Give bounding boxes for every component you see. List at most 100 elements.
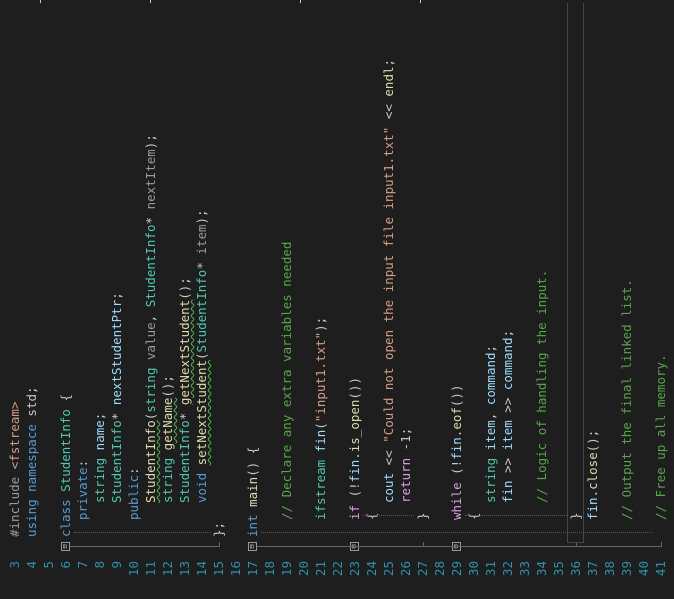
- code-token: getName: [160, 397, 175, 451]
- code-line[interactable]: string getName();: [159, 375, 176, 503]
- line-number: 5: [41, 561, 56, 569]
- code-token: eof: [449, 407, 464, 430]
- code-line[interactable]: // Declare any extra variables needed: [278, 242, 295, 520]
- code-token: fin: [449, 437, 464, 460]
- code-token: string: [483, 450, 498, 503]
- code-token: "Could not open the input file input1.tx…: [381, 126, 396, 443]
- code-line[interactable]: using namespace std;: [23, 386, 40, 537]
- code-token: ;: [483, 344, 498, 353]
- code-token: close: [585, 452, 600, 490]
- code-line[interactable]: StudentInfo* getNextStudent();: [176, 277, 193, 503]
- code-token: public: [126, 474, 141, 520]
- code-token: *: [143, 209, 158, 225]
- code-token: #include: [7, 469, 22, 537]
- code-line[interactable]: public:: [125, 467, 142, 520]
- code-token: );: [143, 134, 158, 150]
- code-token: void: [194, 465, 209, 503]
- code-line[interactable]: while (!fin.eof()): [448, 385, 465, 520]
- code-line[interactable]: if (!fin.is_open()): [346, 377, 363, 520]
- code-token: -1;: [398, 427, 413, 451]
- code-token: item: [500, 412, 515, 451]
- line-number: 41: [653, 561, 668, 577]
- code-token: return: [398, 450, 413, 503]
- code-token: value: [143, 322, 158, 360]
- code-token: std;: [24, 386, 39, 417]
- code-line[interactable]: // Output the final linked list.: [618, 279, 635, 520]
- code-token: class: [58, 491, 73, 537]
- code-token: string: [143, 359, 158, 413]
- indent-guide: [363, 514, 414, 516]
- line-number: 11: [143, 561, 158, 577]
- fold-toggle-icon[interactable]: ⊟: [248, 542, 257, 551]
- code-token: );: [194, 209, 209, 225]
- code-line[interactable]: cout << "Could not open the input file i…: [380, 59, 397, 503]
- code-token: fin: [585, 497, 600, 520]
- code-line[interactable]: fin >> item >> command;: [499, 330, 516, 503]
- line-number: 33: [517, 561, 532, 577]
- code-line[interactable]: ifstream fin("input1.txt");: [312, 317, 329, 520]
- code-token: main: [245, 476, 260, 507]
- line-number: 34: [534, 561, 549, 577]
- code-line[interactable]: fin.close();: [584, 430, 601, 520]
- line-number: 31: [483, 561, 498, 577]
- line-number: 22: [330, 561, 345, 577]
- code-line[interactable]: // Free up all memory.: [652, 354, 669, 520]
- code-line[interactable]: string name;: [91, 413, 108, 503]
- code-line[interactable]: StudentInfo(string value, StudentInfo* n…: [142, 134, 159, 503]
- line-number: 3: [7, 561, 22, 569]
- indent-guide: [465, 514, 567, 516]
- fold-toggle-icon[interactable]: ⊟: [61, 542, 70, 551]
- code-token: StudentInfo: [58, 409, 73, 492]
- fold-range-end: [219, 542, 220, 547]
- line-number: 39: [619, 561, 634, 577]
- code-token: .: [585, 489, 600, 498]
- code-token: ();: [585, 429, 600, 453]
- code-token: *: [177, 405, 192, 421]
- code-token: (!: [449, 459, 464, 475]
- code-token: nextStudentPtr: [109, 299, 124, 406]
- line-number: 24: [364, 561, 379, 577]
- code-line[interactable]: class StudentInfo {: [57, 394, 74, 537]
- code-token: item: [194, 224, 209, 255]
- code-token: ()): [347, 376, 362, 400]
- line-number: 19: [279, 561, 294, 577]
- code-line[interactable]: void setNextStudent(StudentInfo* item);: [193, 209, 210, 503]
- code-token: (: [194, 352, 209, 360]
- code-line[interactable]: };: [210, 522, 227, 537]
- code-line[interactable]: }: [414, 512, 431, 520]
- code-token: endl: [381, 66, 396, 97]
- code-line[interactable]: private:: [74, 460, 91, 520]
- scrollbar-mark: [150, 0, 151, 3]
- line-number: 35: [551, 561, 566, 577]
- code-token: ;: [500, 329, 515, 338]
- line-number: 18: [262, 561, 277, 577]
- line-number: 28: [432, 561, 447, 577]
- code-token: (: [313, 422, 328, 430]
- line-number: 23: [347, 561, 362, 577]
- line-number: 14: [194, 561, 209, 577]
- line-number: 40: [636, 561, 651, 577]
- code-line[interactable]: string item, command;: [482, 345, 499, 503]
- fold-range-line: [257, 546, 661, 547]
- code-token: ;: [381, 58, 396, 67]
- code-token: );: [313, 316, 328, 332]
- code-line[interactable]: // Logic of handling the input.: [533, 270, 550, 503]
- code-line[interactable]: #include <fstream>: [6, 402, 23, 537]
- code-line[interactable]: int main() {: [244, 447, 261, 537]
- line-number: 4: [24, 561, 39, 569]
- code-line[interactable]: return -1;: [397, 428, 414, 503]
- line-number: 38: [602, 561, 617, 577]
- code-token: >>: [500, 450, 515, 473]
- code-token: StudentInfo: [109, 420, 124, 503]
- scrollbar-marks[interactable]: [0, 0, 674, 3]
- code-token: >>: [500, 390, 515, 413]
- code-token: // Declare any extra variables needed: [279, 241, 294, 520]
- code-line[interactable]: StudentInfo* nextStudentPtr;: [108, 292, 125, 503]
- line-number: 9: [109, 561, 124, 569]
- code-line[interactable]: }: [567, 512, 584, 520]
- code-token: () {: [245, 446, 260, 477]
- code-token: StudentInfo: [143, 420, 158, 503]
- current-line-highlight: [567, 0, 584, 543]
- code-token: "input1.txt": [313, 331, 328, 423]
